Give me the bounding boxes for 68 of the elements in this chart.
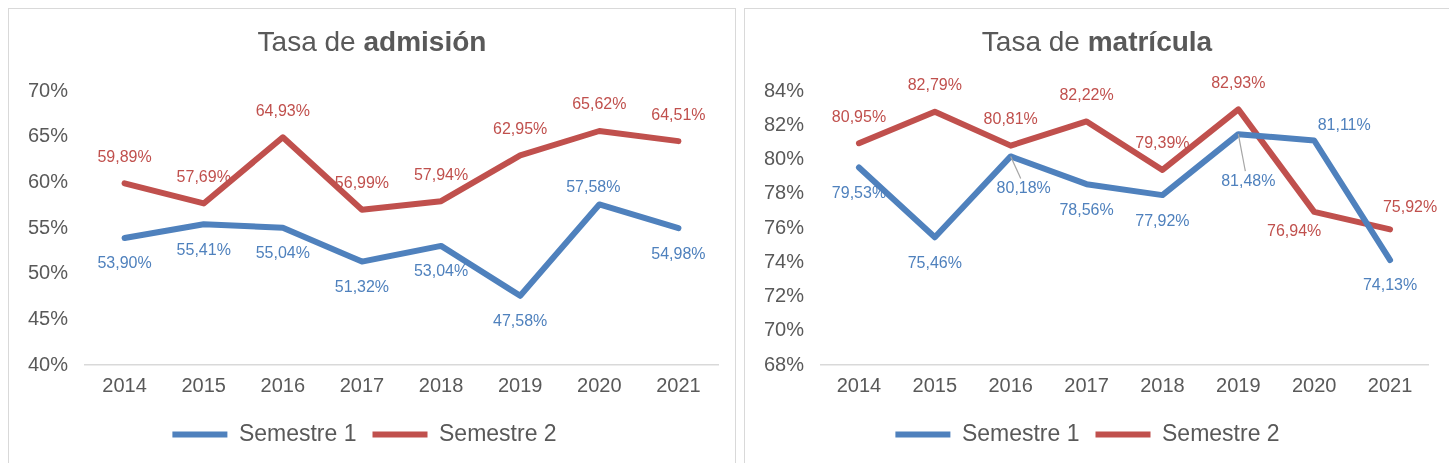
data-label: 47,58% <box>493 312 548 330</box>
y-tick-label: 72% <box>764 284 805 307</box>
x-tick-label: 2018 <box>418 373 464 396</box>
x-tick-label: 2017 <box>1064 373 1109 396</box>
legend-label: Semestre 1 <box>961 419 1080 446</box>
legend-label: Semestre 2 <box>439 419 557 446</box>
data-label: 51,32% <box>334 278 390 296</box>
data-label: 78,56% <box>1059 200 1114 218</box>
y-tick-label: 74% <box>764 249 805 272</box>
y-tick-label: 60% <box>28 169 69 192</box>
y-tick-label: 76% <box>764 215 805 238</box>
x-tick-label: 2020 <box>577 373 622 396</box>
data-label: 65,62% <box>572 95 627 113</box>
x-tick-label: 2019 <box>497 373 543 396</box>
data-label: 80,18% <box>996 178 1051 196</box>
y-tick-label: 40% <box>28 352 69 375</box>
data-label: 81,48% <box>1221 171 1276 189</box>
data-label: 54,98% <box>651 244 706 262</box>
data-label: 80,95% <box>831 107 887 125</box>
x-tick-label: 2015 <box>912 373 958 396</box>
data-label: 62,95% <box>493 119 548 137</box>
data-label: 82,79% <box>907 76 962 94</box>
x-tick-label: 2018 <box>1140 373 1185 396</box>
data-label: 53,90% <box>97 254 152 272</box>
x-tick-label: 2021 <box>1367 373 1413 396</box>
y-tick-label: 68% <box>764 352 805 375</box>
y-tick-label: 82% <box>764 112 805 135</box>
x-tick-label: 2016 <box>260 373 306 396</box>
y-tick-label: 55% <box>28 215 69 238</box>
y-tick-label: 78% <box>764 181 805 204</box>
y-tick-label: 80% <box>764 147 805 170</box>
x-tick-label: 2016 <box>988 373 1033 396</box>
data-label: 55,04% <box>255 244 310 262</box>
y-tick-label: 65% <box>28 124 69 147</box>
data-label: 55,41% <box>176 240 231 258</box>
data-label: 75,92% <box>1382 197 1438 215</box>
y-tick-label: 50% <box>28 261 69 284</box>
x-tick-label: 2017 <box>339 373 385 396</box>
data-label: 57,69% <box>176 167 231 185</box>
y-tick-label: 70% <box>28 78 69 101</box>
data-label: 80,81% <box>983 110 1038 128</box>
data-label: 59,89% <box>97 147 152 165</box>
data-label: 57,94% <box>413 165 469 183</box>
y-tick-label: 45% <box>28 306 69 329</box>
data-label: 76,94% <box>1267 222 1322 240</box>
data-label: 82,93% <box>1211 73 1266 91</box>
x-tick-label: 2014 <box>102 373 147 396</box>
data-label: 75,46% <box>907 253 962 271</box>
x-tick-label: 2020 <box>1291 373 1337 396</box>
x-tick-label: 2015 <box>181 373 226 396</box>
chart-title: Tasa de admisión <box>256 26 488 58</box>
data-label: 82,22% <box>1059 85 1114 103</box>
legend-label: Semestre 1 <box>238 419 357 446</box>
data-label: 53,04% <box>413 262 469 280</box>
data-label: 64,51% <box>651 105 706 123</box>
y-tick-label: 70% <box>764 318 805 341</box>
data-label: 79,39% <box>1135 134 1190 152</box>
x-tick-label: 2019 <box>1216 373 1261 396</box>
data-label: 57,58% <box>566 177 621 195</box>
data-label: 81,11% <box>1317 115 1371 133</box>
y-tick-label: 84% <box>764 78 805 101</box>
x-tick-label: 2021 <box>656 373 701 396</box>
data-label: 77,92% <box>1135 211 1190 229</box>
x-tick-label: 2014 <box>836 373 882 396</box>
data-label: 74,13% <box>1362 276 1418 294</box>
legend-label: Semestre 2 <box>1162 419 1280 446</box>
data-label: 64,93% <box>255 101 310 119</box>
chart-title: Tasa de matrícula <box>980 26 1214 58</box>
